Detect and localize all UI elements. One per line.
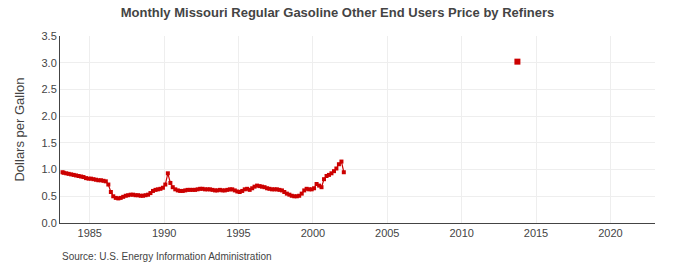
- svg-text:2005: 2005: [375, 227, 399, 239]
- svg-text:3.0: 3.0: [42, 57, 57, 69]
- svg-text:3.5: 3.5: [42, 30, 57, 42]
- svg-text:0.0: 0.0: [42, 217, 57, 229]
- svg-text:Dollars per Gallon: Dollars per Gallon: [12, 77, 27, 181]
- svg-text:1.5: 1.5: [42, 137, 57, 149]
- svg-text:1985: 1985: [78, 227, 102, 239]
- svg-text:2.5: 2.5: [42, 83, 57, 95]
- svg-text:2.0: 2.0: [42, 110, 57, 122]
- svg-text:2015: 2015: [524, 227, 548, 239]
- svg-text:1990: 1990: [152, 227, 176, 239]
- svg-text:Monthly Missouri Regular Gasol: Monthly Missouri Regular Gasoline Other …: [121, 5, 554, 20]
- svg-text:Source: U.S. Energy Informatio: Source: U.S. Energy Information Administ…: [62, 251, 272, 262]
- svg-text:1.0: 1.0: [42, 163, 57, 175]
- svg-text:2000: 2000: [301, 227, 325, 239]
- svg-text:2020: 2020: [598, 227, 622, 239]
- svg-text:2010: 2010: [449, 227, 473, 239]
- svg-text:0.5: 0.5: [42, 190, 57, 202]
- svg-text:1995: 1995: [226, 227, 250, 239]
